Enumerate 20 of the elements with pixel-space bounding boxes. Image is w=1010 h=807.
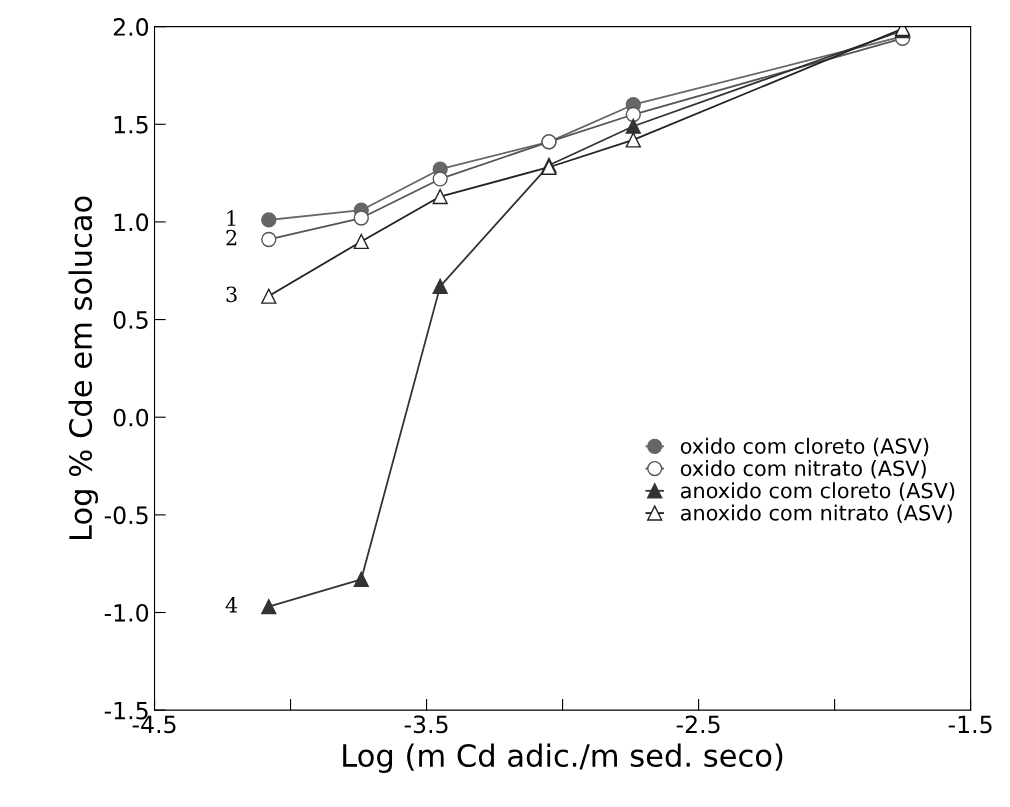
x-tick-label: -1.5 xyxy=(948,715,992,734)
y-tick-label: 1.0 xyxy=(114,213,149,232)
annotation: 4 xyxy=(225,596,238,613)
y-tick-label: -1.0 xyxy=(104,603,149,622)
x-tick-label: -2.5 xyxy=(676,715,720,734)
y-tick-label: 0.5 xyxy=(113,311,148,329)
y-tick-label: 0.0 xyxy=(113,408,149,427)
y-axis-title: Log % Cde em solucao xyxy=(68,196,99,540)
y-tick-label: 2.0 xyxy=(113,18,149,36)
annotation: 3 xyxy=(226,286,237,303)
legend-label: anoxido com nitrato (ASV) xyxy=(680,504,952,524)
annotation: 2 xyxy=(226,229,237,246)
y-tick-label: -0.5 xyxy=(104,506,148,525)
legend-label: oxido com cloreto (ASV) xyxy=(680,437,929,457)
legend-label: oxido com nitrato (ASV) xyxy=(680,460,926,479)
annotation: 1 xyxy=(227,210,236,226)
y-tick-label: 1.5 xyxy=(114,116,148,134)
legend-label: anoxido com cloreto (ASV) xyxy=(680,482,955,501)
x-tick-label: -3.5 xyxy=(404,715,448,734)
x-axis-title: Log (m Cd adic./m sed. seco) xyxy=(343,743,783,773)
